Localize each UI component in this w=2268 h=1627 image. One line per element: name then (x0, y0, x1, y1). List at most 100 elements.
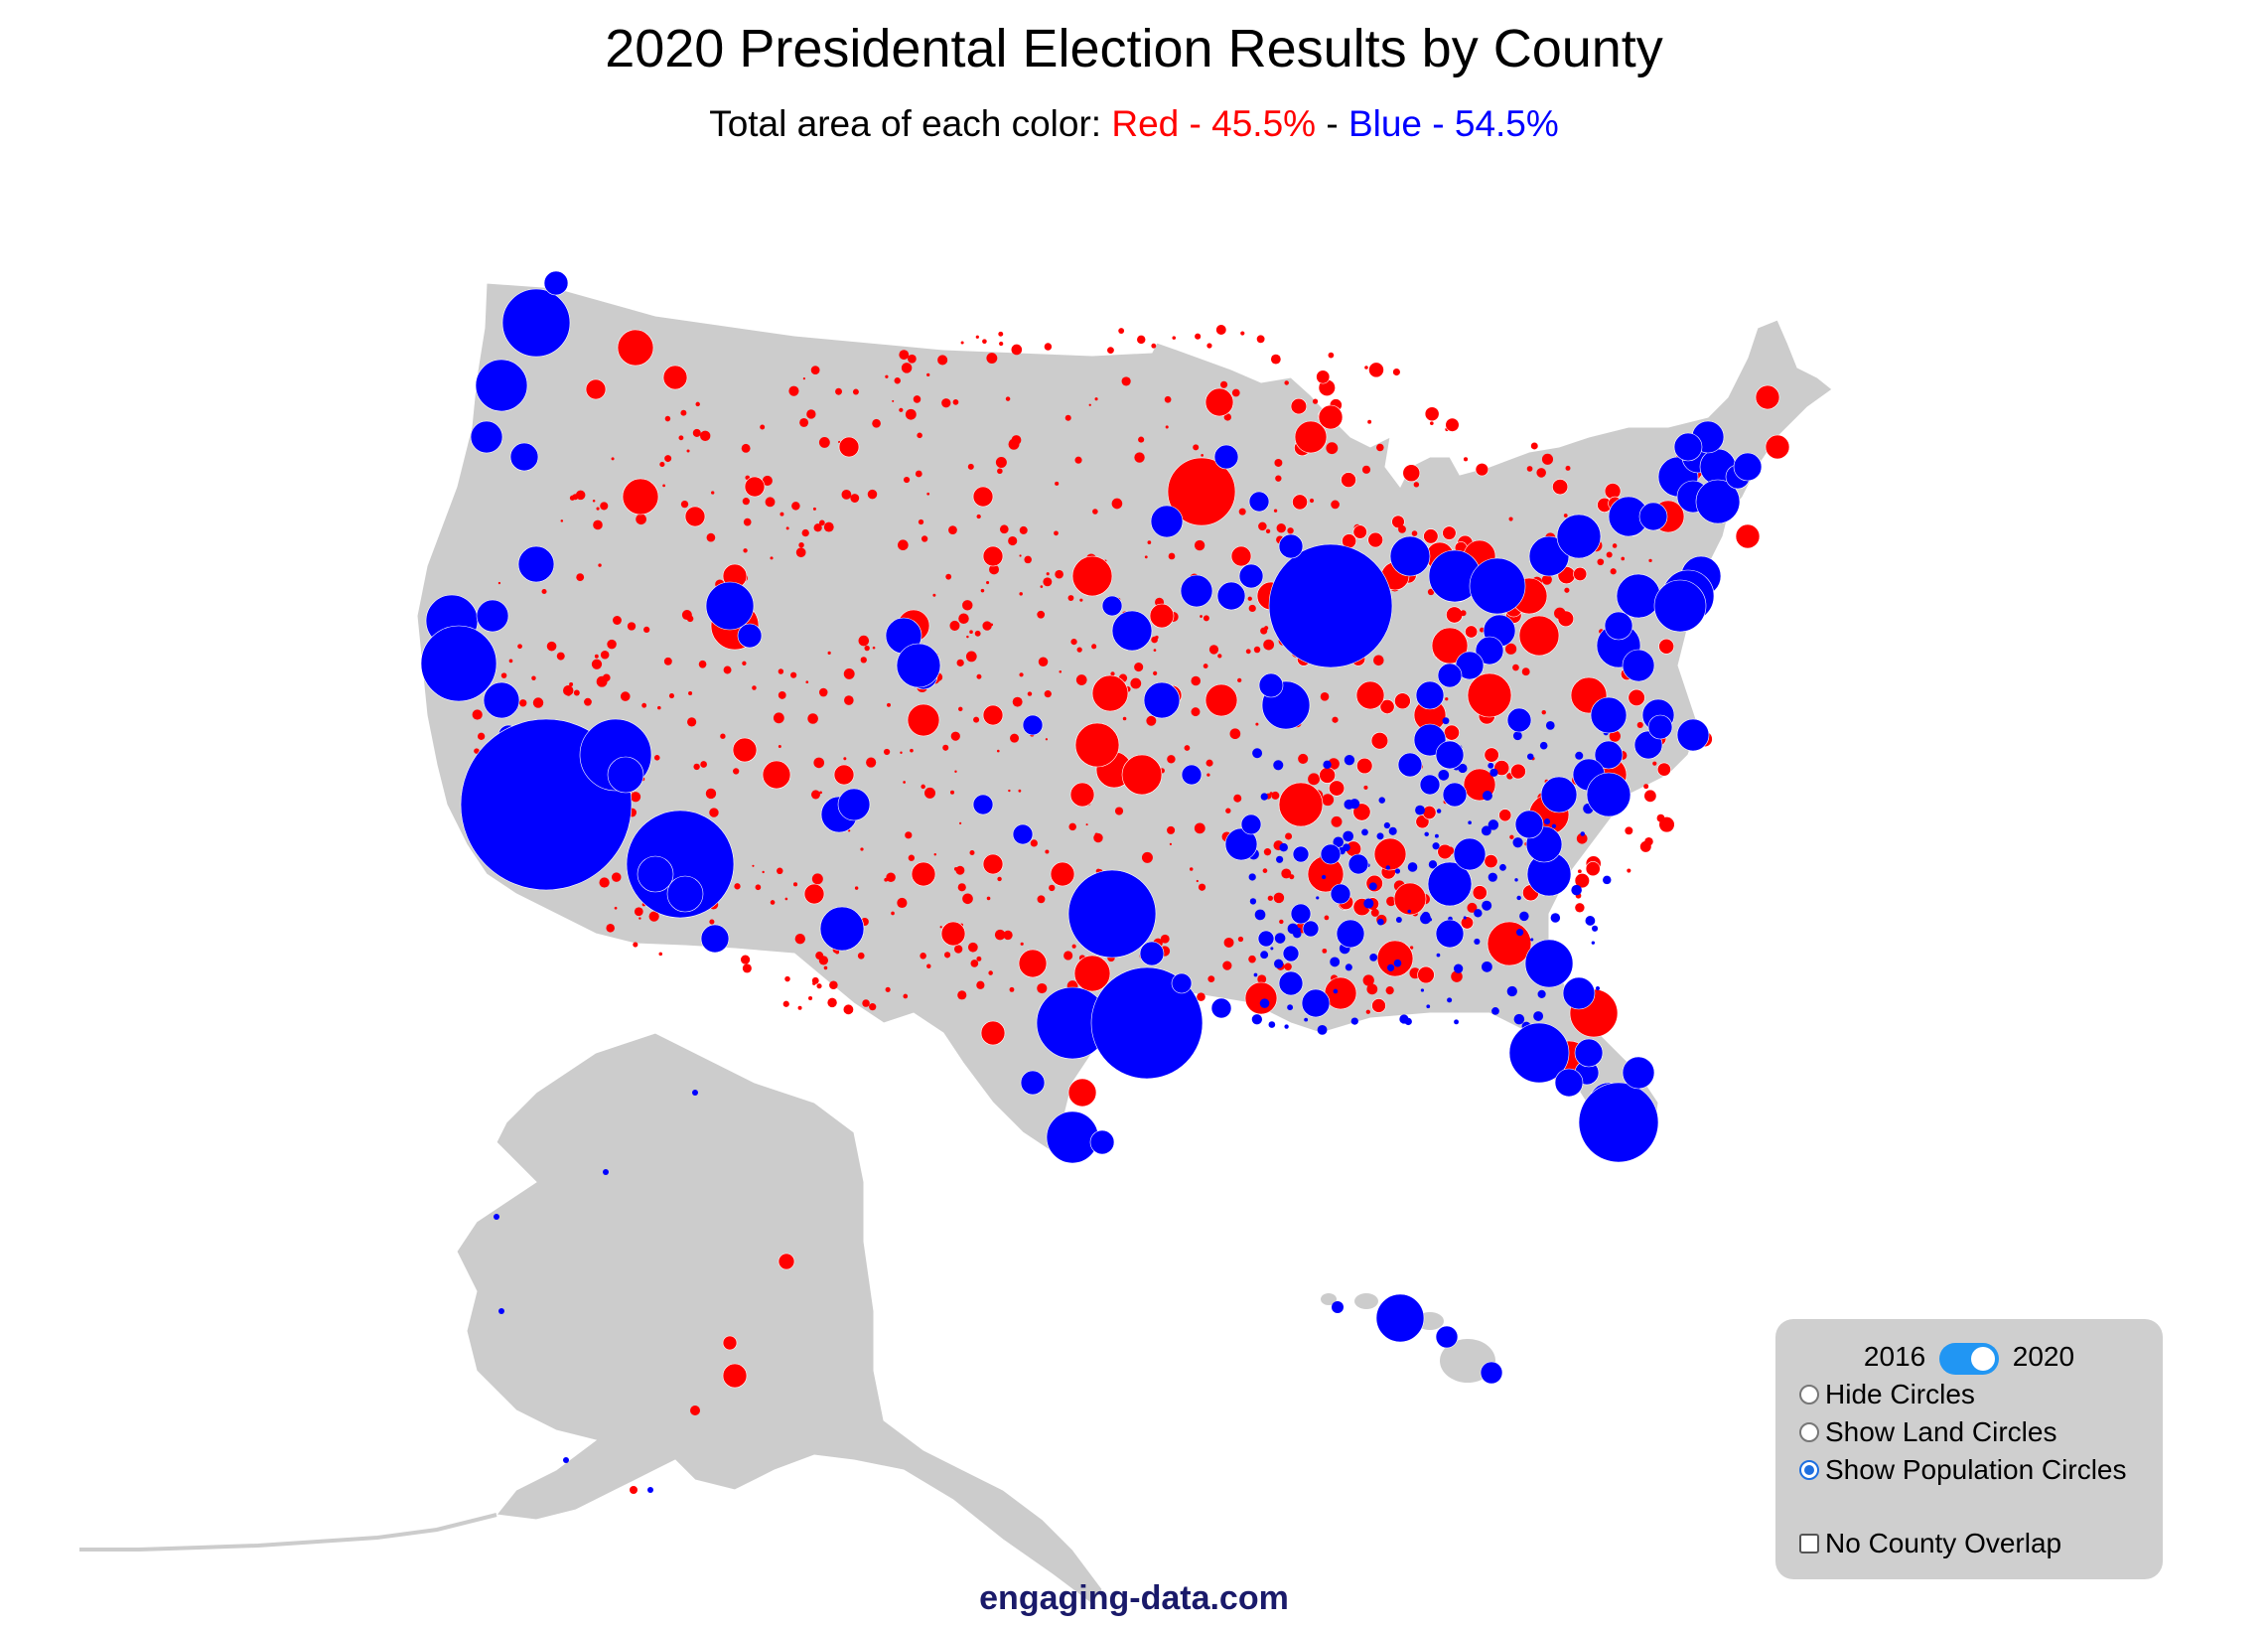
hide-circles-radio[interactable] (1799, 1385, 1819, 1405)
county-circle-red (1071, 944, 1076, 949)
county-circle-red (1376, 940, 1414, 977)
county-circle-red (885, 986, 891, 992)
county-circle-red (998, 331, 1004, 337)
county-circle-red (915, 470, 922, 478)
county-circle-red (1393, 882, 1427, 916)
county-circle-blue (1524, 939, 1574, 988)
county-circle-red (1019, 672, 1024, 677)
county-circle-red (1168, 552, 1176, 560)
county-circle-blue (1350, 1017, 1358, 1025)
county-circle-red (903, 993, 909, 999)
county-circle-blue (1385, 865, 1391, 870)
county-circle-blue (607, 756, 644, 794)
county-circle-red (1316, 370, 1331, 384)
county-circle-red (989, 564, 1000, 575)
county-circle-blue (420, 625, 497, 702)
county-circle-red (926, 372, 930, 377)
county-circle-red (1320, 692, 1330, 701)
county-circle-red (1576, 832, 1588, 844)
page-title: 2020 Presidental Election Results by Cou… (605, 19, 1663, 78)
county-circle-red (816, 983, 822, 989)
county-circle-blue (1526, 753, 1534, 760)
county-circle-red (1526, 466, 1533, 472)
county-circle-red (1193, 444, 1200, 451)
county-circle-red (1324, 915, 1330, 921)
county-circle-blue (1432, 842, 1440, 850)
county-circle-red (698, 660, 707, 668)
county-circle-red (1267, 895, 1273, 901)
county-circle-red (1164, 395, 1172, 403)
county-circle-blue (1210, 997, 1232, 1019)
county-circle-red (613, 616, 622, 625)
option-hide-circles[interactable]: Hide Circles (1799, 1379, 1975, 1410)
county-circle-blue (1556, 514, 1602, 559)
county-circle-red (1417, 965, 1435, 984)
county-circle-red (1063, 951, 1073, 961)
county-circle-red (1203, 615, 1209, 622)
county-circle-red (1541, 453, 1554, 465)
county-circle-red (976, 980, 985, 989)
county-circle-red (1070, 638, 1077, 646)
county-circle-blue (1442, 782, 1468, 808)
county-circle-red (920, 953, 926, 960)
county-circle-red (1230, 545, 1252, 567)
county-circle-blue (1279, 842, 1288, 852)
show-land-circles-radio[interactable] (1799, 1422, 1819, 1442)
county-circle-red (1172, 336, 1177, 340)
county-circle-red (1011, 344, 1023, 356)
county-circle-red (803, 883, 825, 905)
county-circle-red (752, 685, 757, 690)
county-circle-red (1215, 325, 1226, 336)
county-circle-red (1040, 585, 1044, 588)
county-circle-blue (1415, 805, 1425, 815)
county-circle-blue (1368, 882, 1377, 891)
county-circle-blue (1474, 909, 1483, 918)
county-circle-red (965, 651, 977, 663)
county-circle-red (711, 491, 715, 495)
county-circle-blue (1537, 989, 1546, 998)
county-circle-red (1392, 368, 1400, 376)
county-circle-red (780, 512, 784, 517)
county-circle-red (900, 751, 903, 754)
county-circle-red (810, 366, 820, 375)
county-circle-blue (1323, 760, 1332, 769)
county-circle-red (1225, 808, 1231, 814)
county-circle-blue (1436, 953, 1441, 958)
county-circle-blue (1482, 790, 1492, 801)
county-circle-blue (1653, 579, 1707, 633)
show-population-circles-radio[interactable] (1799, 1460, 1819, 1480)
county-circle-red (1312, 398, 1319, 404)
year-toggle-switch[interactable] (1939, 1342, 1999, 1375)
no-county-overlap-checkbox[interactable] (1799, 1534, 1819, 1553)
county-circle-blue (1454, 1019, 1459, 1025)
county-circle-red (762, 870, 765, 874)
county-circle-red (788, 385, 799, 396)
county-circle-red (1479, 627, 1485, 633)
county-circle-red (962, 600, 973, 611)
county-circle-blue (1424, 831, 1429, 837)
county-circle-red (508, 659, 513, 664)
county-circle-blue (1458, 763, 1468, 774)
county-circle-red (974, 630, 981, 637)
county-circle-red (1248, 604, 1256, 613)
county-circle-blue (1278, 533, 1304, 559)
county-circle-blue (1295, 930, 1301, 936)
county-circle-red (1365, 1009, 1370, 1014)
county-circle-red (532, 697, 544, 708)
option-show-land-circles[interactable]: Show Land Circles (1799, 1416, 2056, 1448)
county-circle-blue (1321, 874, 1327, 880)
county-circle-red (1565, 465, 1571, 471)
county-circle-red (1223, 413, 1231, 421)
county-circle-red (569, 495, 575, 501)
county-circle-red (810, 790, 820, 800)
county-circle-red (1144, 555, 1148, 559)
option-show-population-circles[interactable]: Show Population Circles (1799, 1454, 2127, 1486)
county-circle-blue (1012, 823, 1034, 845)
aleutian-islands (79, 1513, 497, 1552)
county-circle-red (701, 763, 705, 767)
county-circle-blue (498, 1308, 504, 1314)
county-circle-red (1386, 896, 1396, 907)
county-circle-blue (1213, 444, 1239, 470)
option-no-county-overlap[interactable]: No County Overlap (1799, 1528, 2061, 1559)
